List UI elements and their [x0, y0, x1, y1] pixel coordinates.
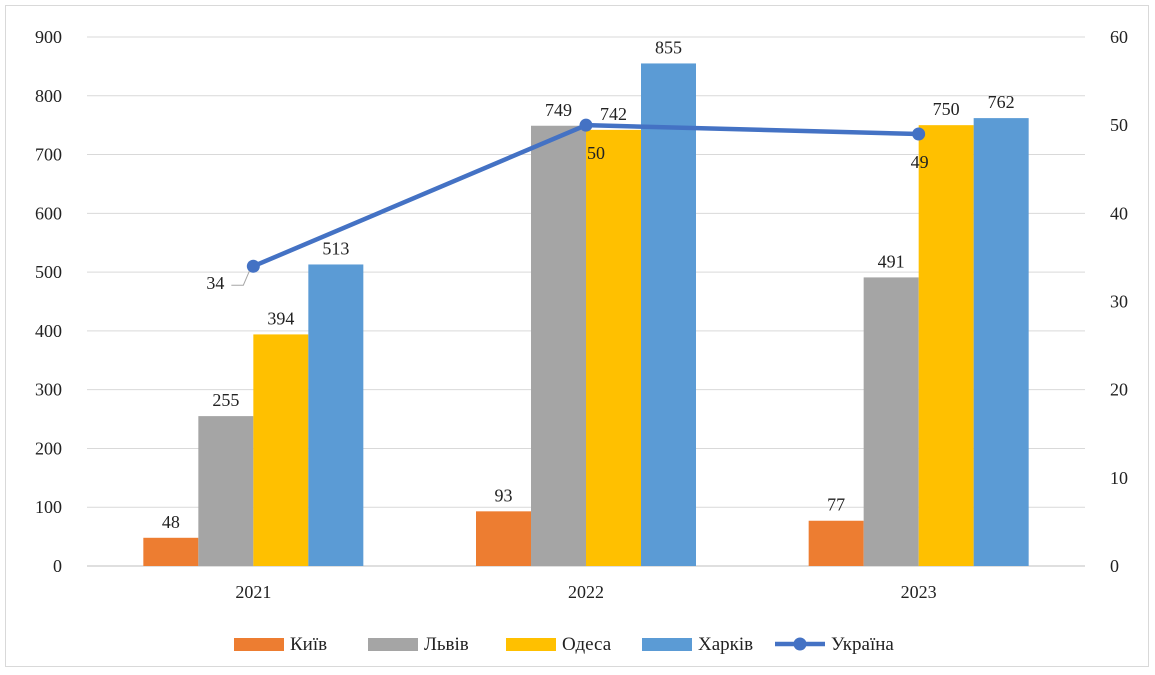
y2-tick-label: 30: [1110, 292, 1128, 312]
bar-lviv: [198, 416, 254, 566]
legend-label: Львів: [424, 634, 469, 655]
y2-tick-label: 0: [1110, 556, 1119, 576]
marker-ukraine: [579, 118, 593, 132]
data-label: 93: [495, 485, 513, 505]
bar-kyiv: [143, 537, 199, 566]
y2-tick-label: 50: [1110, 115, 1128, 135]
data-label: 742: [600, 104, 627, 124]
data-label: 513: [322, 238, 349, 258]
y2-tick-label: 20: [1110, 380, 1128, 400]
data-label: 77: [827, 495, 845, 515]
bar-odesa: [253, 334, 309, 566]
bar-kharkiv: [973, 118, 1029, 566]
legend-swatch: [642, 638, 692, 651]
x-tick-label: 2022: [568, 582, 604, 602]
data-label: 855: [655, 37, 682, 57]
legend-label: Київ: [290, 634, 327, 655]
bar-lviv: [531, 125, 586, 566]
legend-swatch: [506, 638, 556, 651]
legend-swatch: [368, 638, 418, 651]
y2-tick-label: 60: [1110, 27, 1128, 47]
bar-kyiv: [476, 511, 531, 566]
data-label: 394: [267, 308, 294, 328]
x-tick-label: 2023: [901, 582, 937, 602]
legend-line-marker: [793, 637, 807, 651]
data-label: 762: [988, 92, 1015, 112]
marker-ukraine: [246, 259, 260, 273]
legend-label: Харків: [698, 634, 753, 655]
legend-label: Одеса: [562, 634, 612, 655]
line-data-label: 50: [587, 143, 605, 163]
bar-odesa: [586, 129, 641, 566]
y-tick-label: 300: [35, 380, 62, 400]
y-tick-label: 700: [35, 145, 62, 165]
x-tick-label: 2021: [235, 582, 271, 602]
bar-lviv: [863, 277, 919, 566]
y-tick-label: 500: [35, 262, 62, 282]
bar-kharkiv: [308, 264, 364, 566]
data-label: 255: [212, 390, 239, 410]
leader-line: [231, 271, 250, 286]
bar-kharkiv: [641, 63, 696, 566]
bar-odesa: [918, 125, 974, 567]
y-tick-label: 200: [35, 438, 62, 458]
y-tick-label: 0: [53, 556, 62, 576]
line-data-label: 49: [911, 152, 929, 172]
data-label: 48: [162, 512, 180, 532]
y2-tick-label: 10: [1110, 468, 1128, 488]
legend-swatch: [234, 638, 284, 651]
legend-label: Україна: [831, 634, 894, 655]
marker-ukraine: [912, 127, 926, 141]
bar-kyiv: [808, 520, 864, 566]
line-data-label: 34: [206, 273, 224, 293]
y-tick-label: 100: [35, 497, 62, 517]
y-tick-label: 900: [35, 27, 62, 47]
data-label: 491: [878, 251, 905, 271]
y-tick-label: 400: [35, 321, 62, 341]
data-label: 750: [933, 99, 960, 119]
y2-tick-label: 40: [1110, 203, 1128, 223]
y-tick-label: 800: [35, 86, 62, 106]
y-tick-label: 600: [35, 203, 62, 223]
data-label: 749: [545, 100, 572, 120]
